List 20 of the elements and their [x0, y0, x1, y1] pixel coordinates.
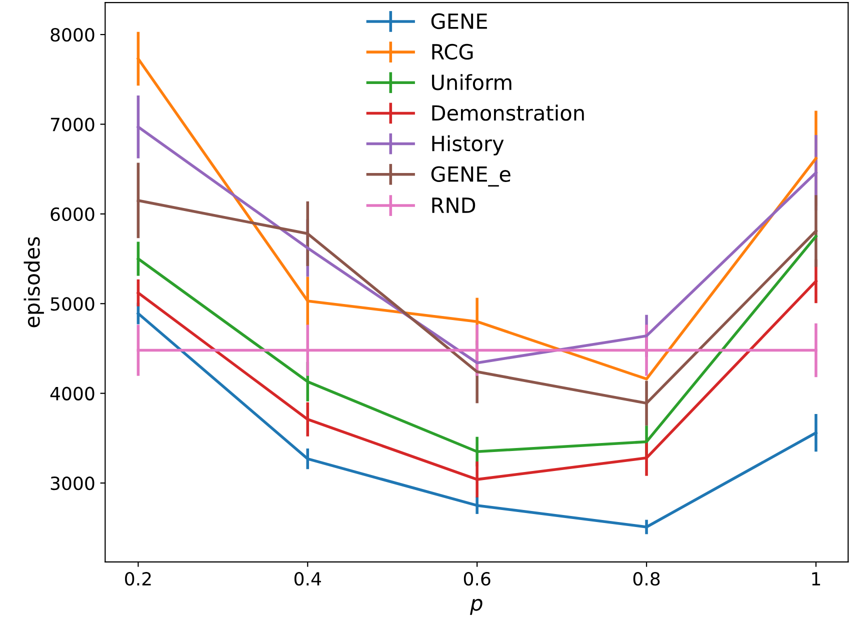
legend-label: RND — [432, 198, 476, 213]
y-tick-label: 5000 — [50, 297, 94, 311]
y-tick-label: 8000 — [50, 28, 94, 42]
legend-label: Demonstration — [432, 104, 584, 121]
x-tick-label: 0.6 — [464, 572, 490, 586]
x-tick-label: 0.8 — [633, 572, 660, 586]
legend-label: GENE_e — [431, 166, 510, 187]
x-axis-title: p — [470, 598, 482, 615]
legend-label: Uniform — [432, 74, 512, 90]
legend-label: GENE — [431, 13, 487, 30]
x-tick-label: 1 — [812, 572, 820, 586]
legend-label: History — [432, 135, 504, 156]
y-axis-title: episodes — [24, 237, 44, 328]
y-tick-label: 7000 — [50, 118, 94, 132]
x-tick-label: 0.2 — [125, 572, 151, 586]
y-tick-label: 6000 — [50, 207, 94, 222]
legend-label: RCG — [432, 44, 473, 60]
y-tick-label: 3000 — [50, 476, 94, 490]
x-tick-label: 0.4 — [294, 572, 321, 586]
y-tick-label: 4000 — [50, 386, 94, 400]
